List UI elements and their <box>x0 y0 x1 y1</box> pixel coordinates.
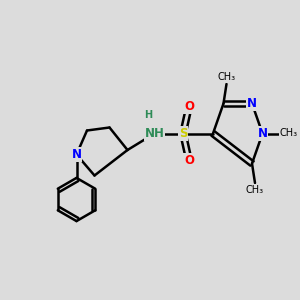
Text: H: H <box>144 110 153 120</box>
Text: N: N <box>247 97 257 110</box>
Text: CH₃: CH₃ <box>280 128 298 139</box>
Text: NH: NH <box>145 127 164 140</box>
Text: O: O <box>184 100 194 113</box>
Text: O: O <box>184 154 194 167</box>
Text: CH₃: CH₃ <box>246 184 264 195</box>
Text: CH₃: CH₃ <box>218 72 236 82</box>
Text: N: N <box>257 127 268 140</box>
Text: S: S <box>179 127 187 140</box>
Text: N: N <box>71 148 82 161</box>
